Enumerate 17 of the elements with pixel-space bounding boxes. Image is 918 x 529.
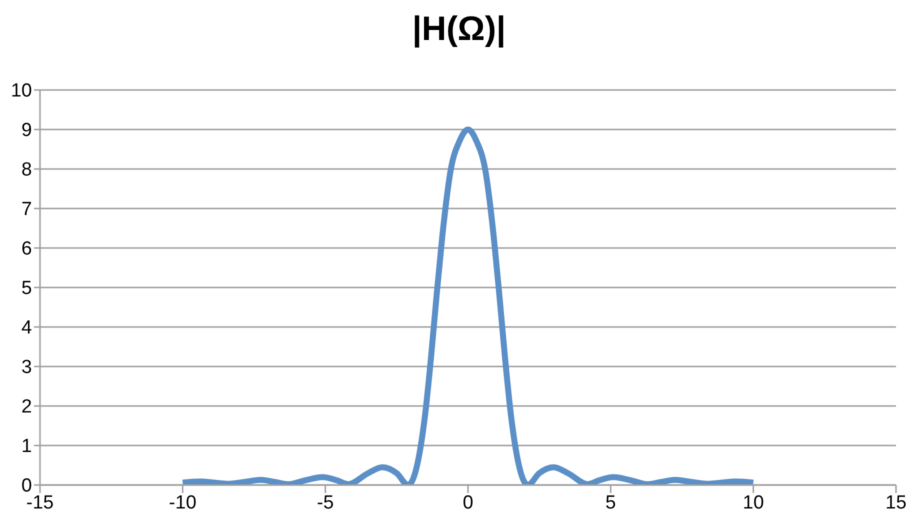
x-tick-label: 10 [742, 492, 764, 514]
y-tick-label: 10 [10, 80, 32, 102]
y-tick-label: 1 [21, 436, 32, 458]
y-tick-label: 7 [21, 199, 32, 220]
x-tick-label: 15 [885, 492, 907, 514]
x-tick-label: -10 [168, 492, 196, 514]
x-tick-label: 0 [462, 492, 474, 514]
chart-title: |H(Ω)| [411, 10, 507, 50]
y-tick-label: 3 [21, 357, 32, 378]
y-tick-label: 6 [21, 238, 32, 260]
y-tick-label: 2 [21, 396, 32, 418]
x-tick-label: -5 [316, 492, 334, 514]
y-tick-label: 9 [21, 120, 32, 142]
y-tick-label: 4 [21, 318, 32, 339]
y-tick-label: 8 [21, 160, 32, 181]
y-tick-label: 5 [21, 278, 32, 300]
x-tick-label: 5 [605, 492, 616, 514]
